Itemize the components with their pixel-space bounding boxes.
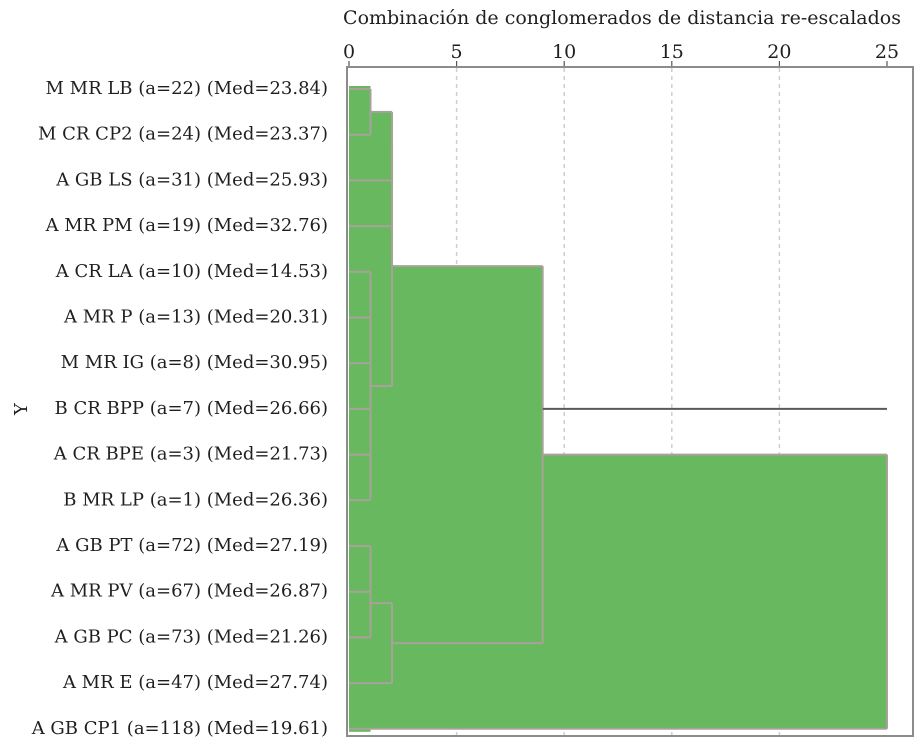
y-axis-label: Y — [11, 402, 32, 416]
leaf-label-9: B MR LP (a=1) (Med=26.36) — [63, 489, 328, 510]
cluster-fills — [349, 86, 887, 732]
leaf-labels: M MR LB (a=22) (Med=23.84) M CR CP2 (a=24… — [31, 78, 328, 739]
leaf-label-6: M MR IG (a=8) (Med=30.95) — [61, 352, 328, 373]
x-tick-label-5: 25 — [875, 41, 899, 63]
leaf-label-12: A GB PC (a=73) (Med=21.26) — [54, 626, 328, 647]
leaf-label-8: A CR BPE (a=3) (Med=21.73) — [53, 444, 328, 465]
leaf-label-14: A GB CP1 (a=118) (Med=19.61) — [31, 718, 328, 739]
leaf-label-11: A MR PV (a=67) (Med=26.87) — [50, 581, 328, 602]
x-axis-ticks: 0 5 10 15 20 25 — [343, 41, 899, 67]
x-tick-label-3: 15 — [660, 41, 684, 63]
leaf-label-0: M MR LB (a=22) (Med=23.84) — [45, 78, 328, 99]
x-tick-label-2: 10 — [552, 41, 576, 63]
leaf-label-3: A MR PM (a=19) (Med=32.76) — [45, 215, 328, 236]
leaf-label-10: A GB PT (a=72) (Med=27.19) — [55, 535, 328, 556]
leaf-label-7: B CR BPP (a=7) (Med=26.66) — [55, 398, 328, 419]
leaf-label-1: M CR CP2 (a=24) (Med=23.37) — [38, 124, 328, 145]
x-tick-label-0: 0 — [343, 41, 355, 63]
x-tick-label-1: 5 — [451, 41, 463, 63]
chart-title: Combinación de conglomerados de distanci… — [343, 7, 901, 29]
leaf-label-5: A MR P (a=13) (Med=20.31) — [63, 307, 328, 328]
x-tick-label-4: 20 — [767, 41, 791, 63]
leaf-label-2: A GB LS (a=31) (Med=25.93) — [55, 169, 328, 190]
cluster-edges — [349, 88, 888, 730]
leaf-label-4: A CR LA (a=10) (Med=14.53) — [55, 261, 328, 282]
leaf-label-13: A MR E (a=47) (Med=27.74) — [62, 672, 328, 693]
